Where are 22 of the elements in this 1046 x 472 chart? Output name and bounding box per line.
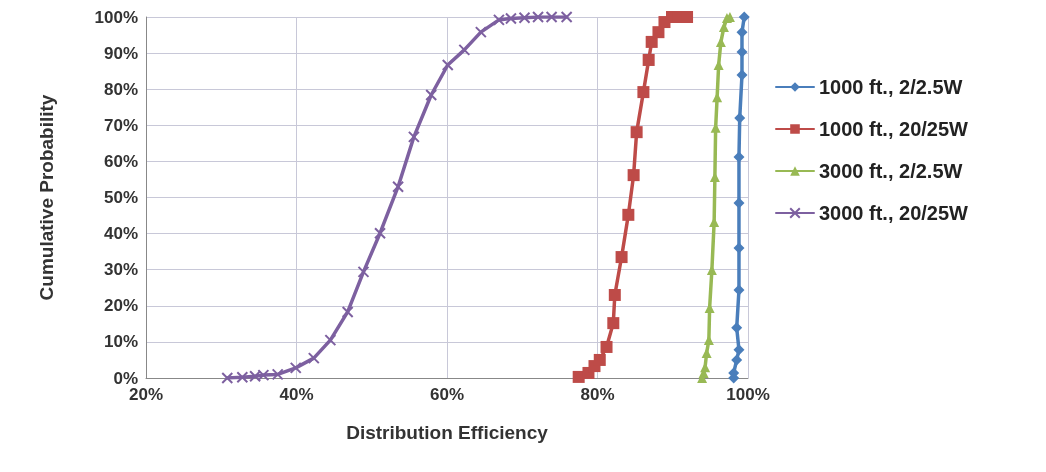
legend-label: 1000 ft., 2/2.5W [819,76,963,98]
legend-label: 3000 ft., 2/2.5W [819,160,963,182]
y-tick-label: 100% [94,7,138,27]
y-tick-label: 70% [103,115,138,135]
y-tick-label: 10% [103,332,138,352]
y-tick-label: 20% [103,296,138,316]
x-axis-title: Distribution Efficiency [346,422,549,443]
y-tick-label: 30% [103,260,138,280]
y-tick-label: 50% [103,188,138,207]
x-tick-label: 20% [128,385,164,404]
y-axis-title: Cumulative Probability [36,94,57,301]
x-tick-label: 60% [429,385,465,404]
y-tick-label: 90% [103,43,138,63]
y-tick-label: 0% [113,368,138,388]
x-tick-label: 40% [279,385,314,404]
y-tick-label: 40% [103,224,138,244]
y-tick-label: 80% [103,79,138,99]
y-tick-label: 60% [103,151,138,171]
legend-label: 1000 ft., 20/25W [819,118,969,140]
x-tick-label: 100% [726,385,770,404]
legend-label: 3000 ft., 20/25W [819,202,969,224]
x-tick-label: 80% [580,385,615,404]
